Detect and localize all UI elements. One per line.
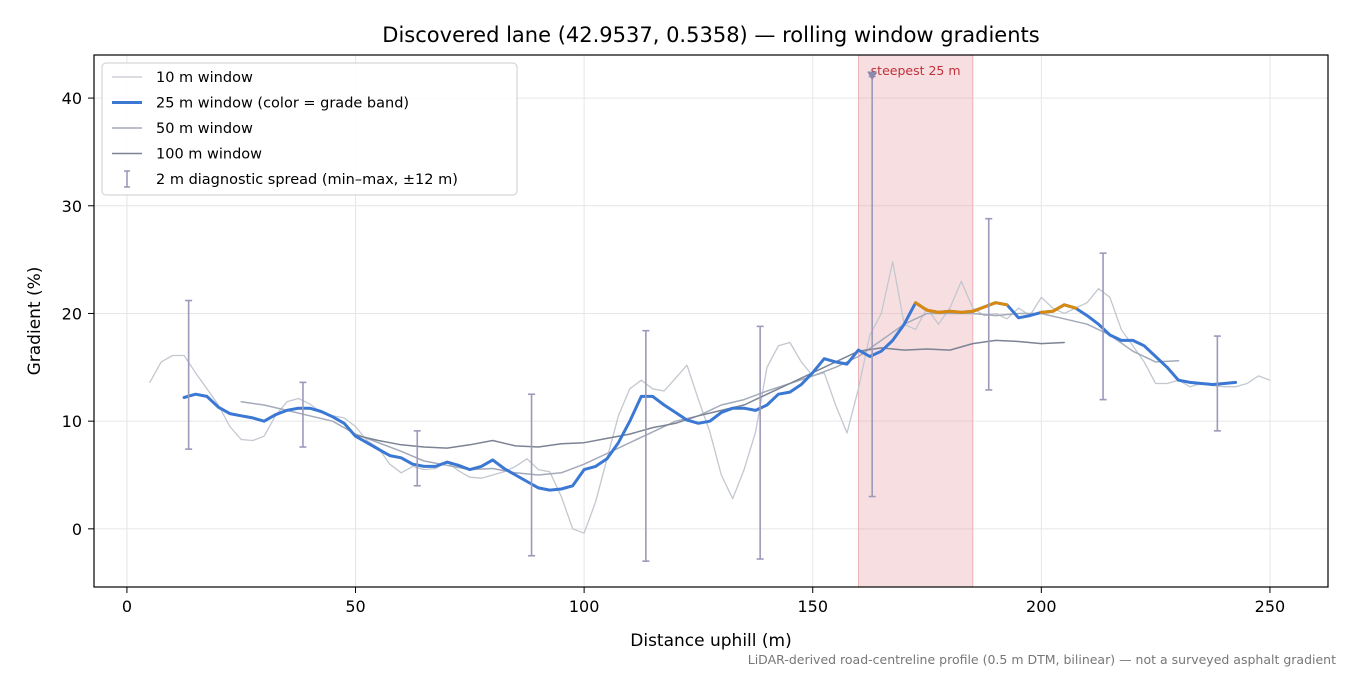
y-tick-label: 10 — [62, 412, 82, 431]
x-tick-label: 100 — [569, 597, 600, 616]
x-tick-label: 150 — [797, 597, 828, 616]
plot-frame — [93, 54, 1329, 588]
error-bar — [413, 430, 421, 487]
error-bar — [299, 381, 307, 448]
highlight-label: steepest 25 m — [871, 63, 961, 78]
legend-label: 100 m window — [156, 147, 262, 163]
y-tick-label: 20 — [62, 304, 82, 323]
line-series — [182, 301, 1238, 492]
y-tick-label: 30 — [62, 197, 82, 216]
x-tick-label: 250 — [1255, 597, 1286, 616]
steepest-marker — [867, 71, 878, 81]
chart-title: Discovered lane (42.9537, 0.5358) — roll… — [382, 23, 1039, 47]
x-tick-label: 50 — [345, 597, 365, 616]
legend-label: 2 m diagnostic spread (min–max, ±12 m) — [156, 172, 458, 188]
x-axis-label: Distance uphill (m) — [630, 631, 791, 651]
y-tick-label: 0 — [72, 520, 82, 539]
error-bar — [528, 393, 536, 557]
highlight-band — [857, 54, 974, 588]
error-bar — [1213, 335, 1221, 432]
x-tick-label: 200 — [1026, 597, 1057, 616]
legend-label: 10 m window — [156, 70, 253, 86]
legend-label: 25 m window (color = grade band) — [156, 96, 409, 112]
error-bar — [1099, 252, 1107, 401]
line-highlight — [1039, 303, 1078, 314]
y-axis-label: Gradient (%) — [25, 267, 45, 376]
line-series — [354, 339, 1065, 449]
legend-label: 50 m window — [156, 121, 253, 137]
y-tick-label: 40 — [62, 89, 82, 108]
footnote: LiDAR-derived road-centreline profile (0… — [748, 652, 1336, 667]
error-bar — [756, 325, 764, 560]
line-series — [240, 312, 1180, 476]
line-series — [149, 261, 1271, 534]
error-bar — [185, 299, 193, 450]
error-bar — [642, 329, 650, 562]
line-highlight — [914, 301, 1009, 314]
x-tick-label: 0 — [122, 597, 132, 616]
legend-box — [101, 62, 518, 196]
error-bar — [985, 217, 993, 391]
